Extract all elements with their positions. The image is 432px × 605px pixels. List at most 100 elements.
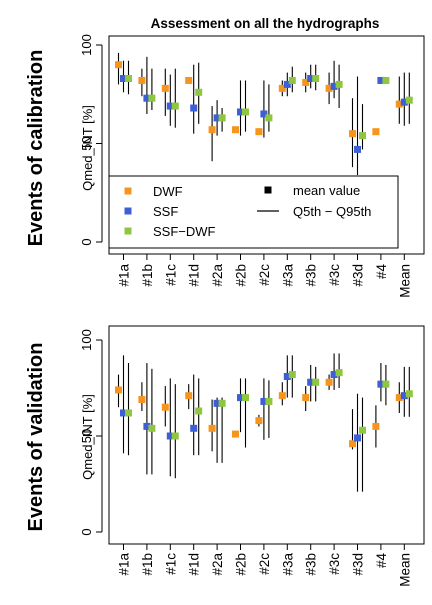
- x-tick-label-3b: #3b: [304, 553, 319, 576]
- legend: DWF SSF SSF−DWF mean value Q5th − Q95th: [108, 175, 399, 249]
- mean-point-ssf-2a: [213, 399, 221, 407]
- legend-label-q5thq95th: Q5th − Q95th: [293, 204, 371, 219]
- mean-point-ssfdwf-2c: [265, 397, 273, 405]
- mean-point-ssf-1a: [120, 74, 127, 82]
- x-tick-label-1d: #1d: [187, 553, 202, 576]
- mean-point-ssfdwf-3d: [359, 132, 366, 140]
- mean-point-ssfdwf-1c: [171, 432, 179, 440]
- mean-point-dwf-2b: [232, 430, 239, 438]
- mean-point-ssf-1d: [190, 104, 198, 112]
- mean-point-dwf-3c: [325, 378, 333, 386]
- x-tick-label-2a: #2a: [210, 553, 225, 576]
- panel-label-calibration: Events of calibration: [25, 50, 47, 247]
- mean-point-dwf-3a: [278, 84, 286, 92]
- mean-point-ssfdwf-2b: [242, 108, 249, 116]
- mean-point-dwf-2b: [232, 126, 239, 134]
- y-tick-label-0: 0: [79, 238, 94, 245]
- mean-point-ssfdwf-3b: [312, 74, 320, 82]
- mean-point-dwf-1d: [185, 392, 193, 400]
- y-tick-label-0: 0: [79, 528, 94, 535]
- mean-point-ssfdwf-2b: [242, 394, 249, 402]
- mean-point-dwf-2c: [255, 417, 263, 425]
- x-tick-label-4: #4: [374, 553, 389, 569]
- y-tick-label-50: 50: [79, 136, 94, 150]
- x-tick-label-mean: Mean: [397, 264, 412, 298]
- mean-point-ssfdwf-3a: [288, 76, 296, 84]
- mean-point-dwf-1a: [115, 386, 122, 394]
- x-tick-label-1c: #1c: [163, 264, 178, 286]
- mean-point-ssfdwf-1d: [195, 407, 203, 415]
- x-tick-label-1b: #1b: [140, 264, 155, 287]
- mean-point-ssf-3a: [283, 80, 291, 88]
- y-axis-label-validation: Qmed_INT [%]: [80, 394, 95, 480]
- legend-label-dwf: DWF: [153, 184, 183, 199]
- x-tick-label-1b: #1b: [140, 553, 155, 576]
- mean-point-ssfdwf-1d: [195, 88, 203, 96]
- legend-swatch-dwf: [124, 187, 132, 195]
- legend-box: [108, 175, 399, 249]
- x-tick-label-mean: Mean: [397, 553, 412, 587]
- mean-point-ssf-2c: [260, 110, 268, 118]
- x-tick-label-1a: #1a: [117, 264, 132, 287]
- mean-point-ssf-2b: [237, 108, 244, 116]
- mean-point-ssf-1b: [143, 94, 151, 102]
- mean-point-ssf-1a: [120, 409, 127, 417]
- x-tick-label-1a: #1a: [117, 553, 132, 576]
- mean-point-ssf-4: [377, 76, 385, 84]
- mean-point-ssfdwf-2a: [218, 399, 226, 407]
- x-tick-label-2b: #2b: [234, 553, 249, 576]
- mean-point-ssf-4: [377, 380, 385, 388]
- mean-point-ssf-1c: [166, 102, 174, 110]
- x-tick-label-2b: #2b: [234, 264, 249, 287]
- mean-point-ssf-2c: [260, 397, 268, 405]
- mean-point-ssfdwf-3a: [288, 371, 296, 379]
- mean-point-ssf-1b: [143, 422, 151, 430]
- x-tick-label-2c: #2c: [257, 264, 272, 286]
- mean-point-ssfdwf-3c: [335, 80, 343, 88]
- y-tick-label-100: 100: [79, 329, 94, 351]
- mean-point-ssfdwf-1a: [125, 409, 132, 417]
- x-tick-label-4: #4: [374, 264, 389, 280]
- legend-swatch-meanvalue: [264, 186, 272, 194]
- mean-point-dwf-4: [372, 128, 380, 136]
- mean-point-ssfdwf-3c: [335, 369, 343, 377]
- mean-point-ssfdwf-1b: [148, 424, 156, 432]
- mean-point-ssfdwf-mean: [405, 96, 413, 104]
- plot-frame: [108, 35, 425, 255]
- mean-point-dwf-mean: [395, 100, 403, 108]
- mean-point-dwf-3d: [349, 440, 356, 448]
- mean-point-dwf-1d: [185, 76, 193, 84]
- mean-point-dwf-3a: [278, 392, 286, 400]
- mean-point-ssf-mean: [400, 98, 408, 106]
- mean-point-ssfdwf-mean: [405, 390, 413, 398]
- mean-point-ssfdwf-4: [382, 76, 390, 84]
- mean-point-ssf-mean: [400, 392, 408, 400]
- plot-frame: [108, 325, 425, 545]
- x-tick-label-3d: #3d: [351, 553, 366, 576]
- legend-label-ssf: SSF: [153, 204, 178, 219]
- mean-point-ssf-2b: [237, 394, 244, 402]
- mean-point-ssfdwf-3b: [312, 378, 320, 386]
- mean-point-dwf-1b: [138, 396, 146, 404]
- chart-title: Assessment on all the hydrographs: [151, 16, 380, 31]
- y-tick-label-50: 50: [79, 429, 94, 443]
- mean-point-dwf-1c: [161, 403, 169, 411]
- mean-point-dwf-2c: [255, 128, 263, 136]
- mean-point-ssf-1d: [190, 424, 198, 432]
- x-tick-label-3a: #3a: [280, 553, 295, 576]
- x-tick-label-2c: #2c: [257, 553, 272, 575]
- mean-point-ssfdwf-1b: [148, 94, 156, 102]
- mean-point-ssf-3a: [283, 372, 291, 380]
- mean-point-dwf-2a: [208, 126, 216, 134]
- mean-point-ssf-3d: [354, 434, 361, 442]
- mean-point-ssf-3c: [330, 371, 338, 379]
- mean-point-ssf-1c: [166, 432, 174, 440]
- legend-swatch-ssfdwf: [124, 227, 132, 235]
- legend-label-meanvalue: mean value: [293, 183, 360, 198]
- legend-label-ssfdwf: SSF−DWF: [153, 224, 216, 239]
- x-tick-label-3b: #3b: [304, 264, 319, 287]
- mean-point-ssf-3b: [307, 378, 315, 386]
- x-tick-label-3c: #3c: [327, 553, 342, 575]
- x-tick-label-3d: #3d: [351, 264, 366, 287]
